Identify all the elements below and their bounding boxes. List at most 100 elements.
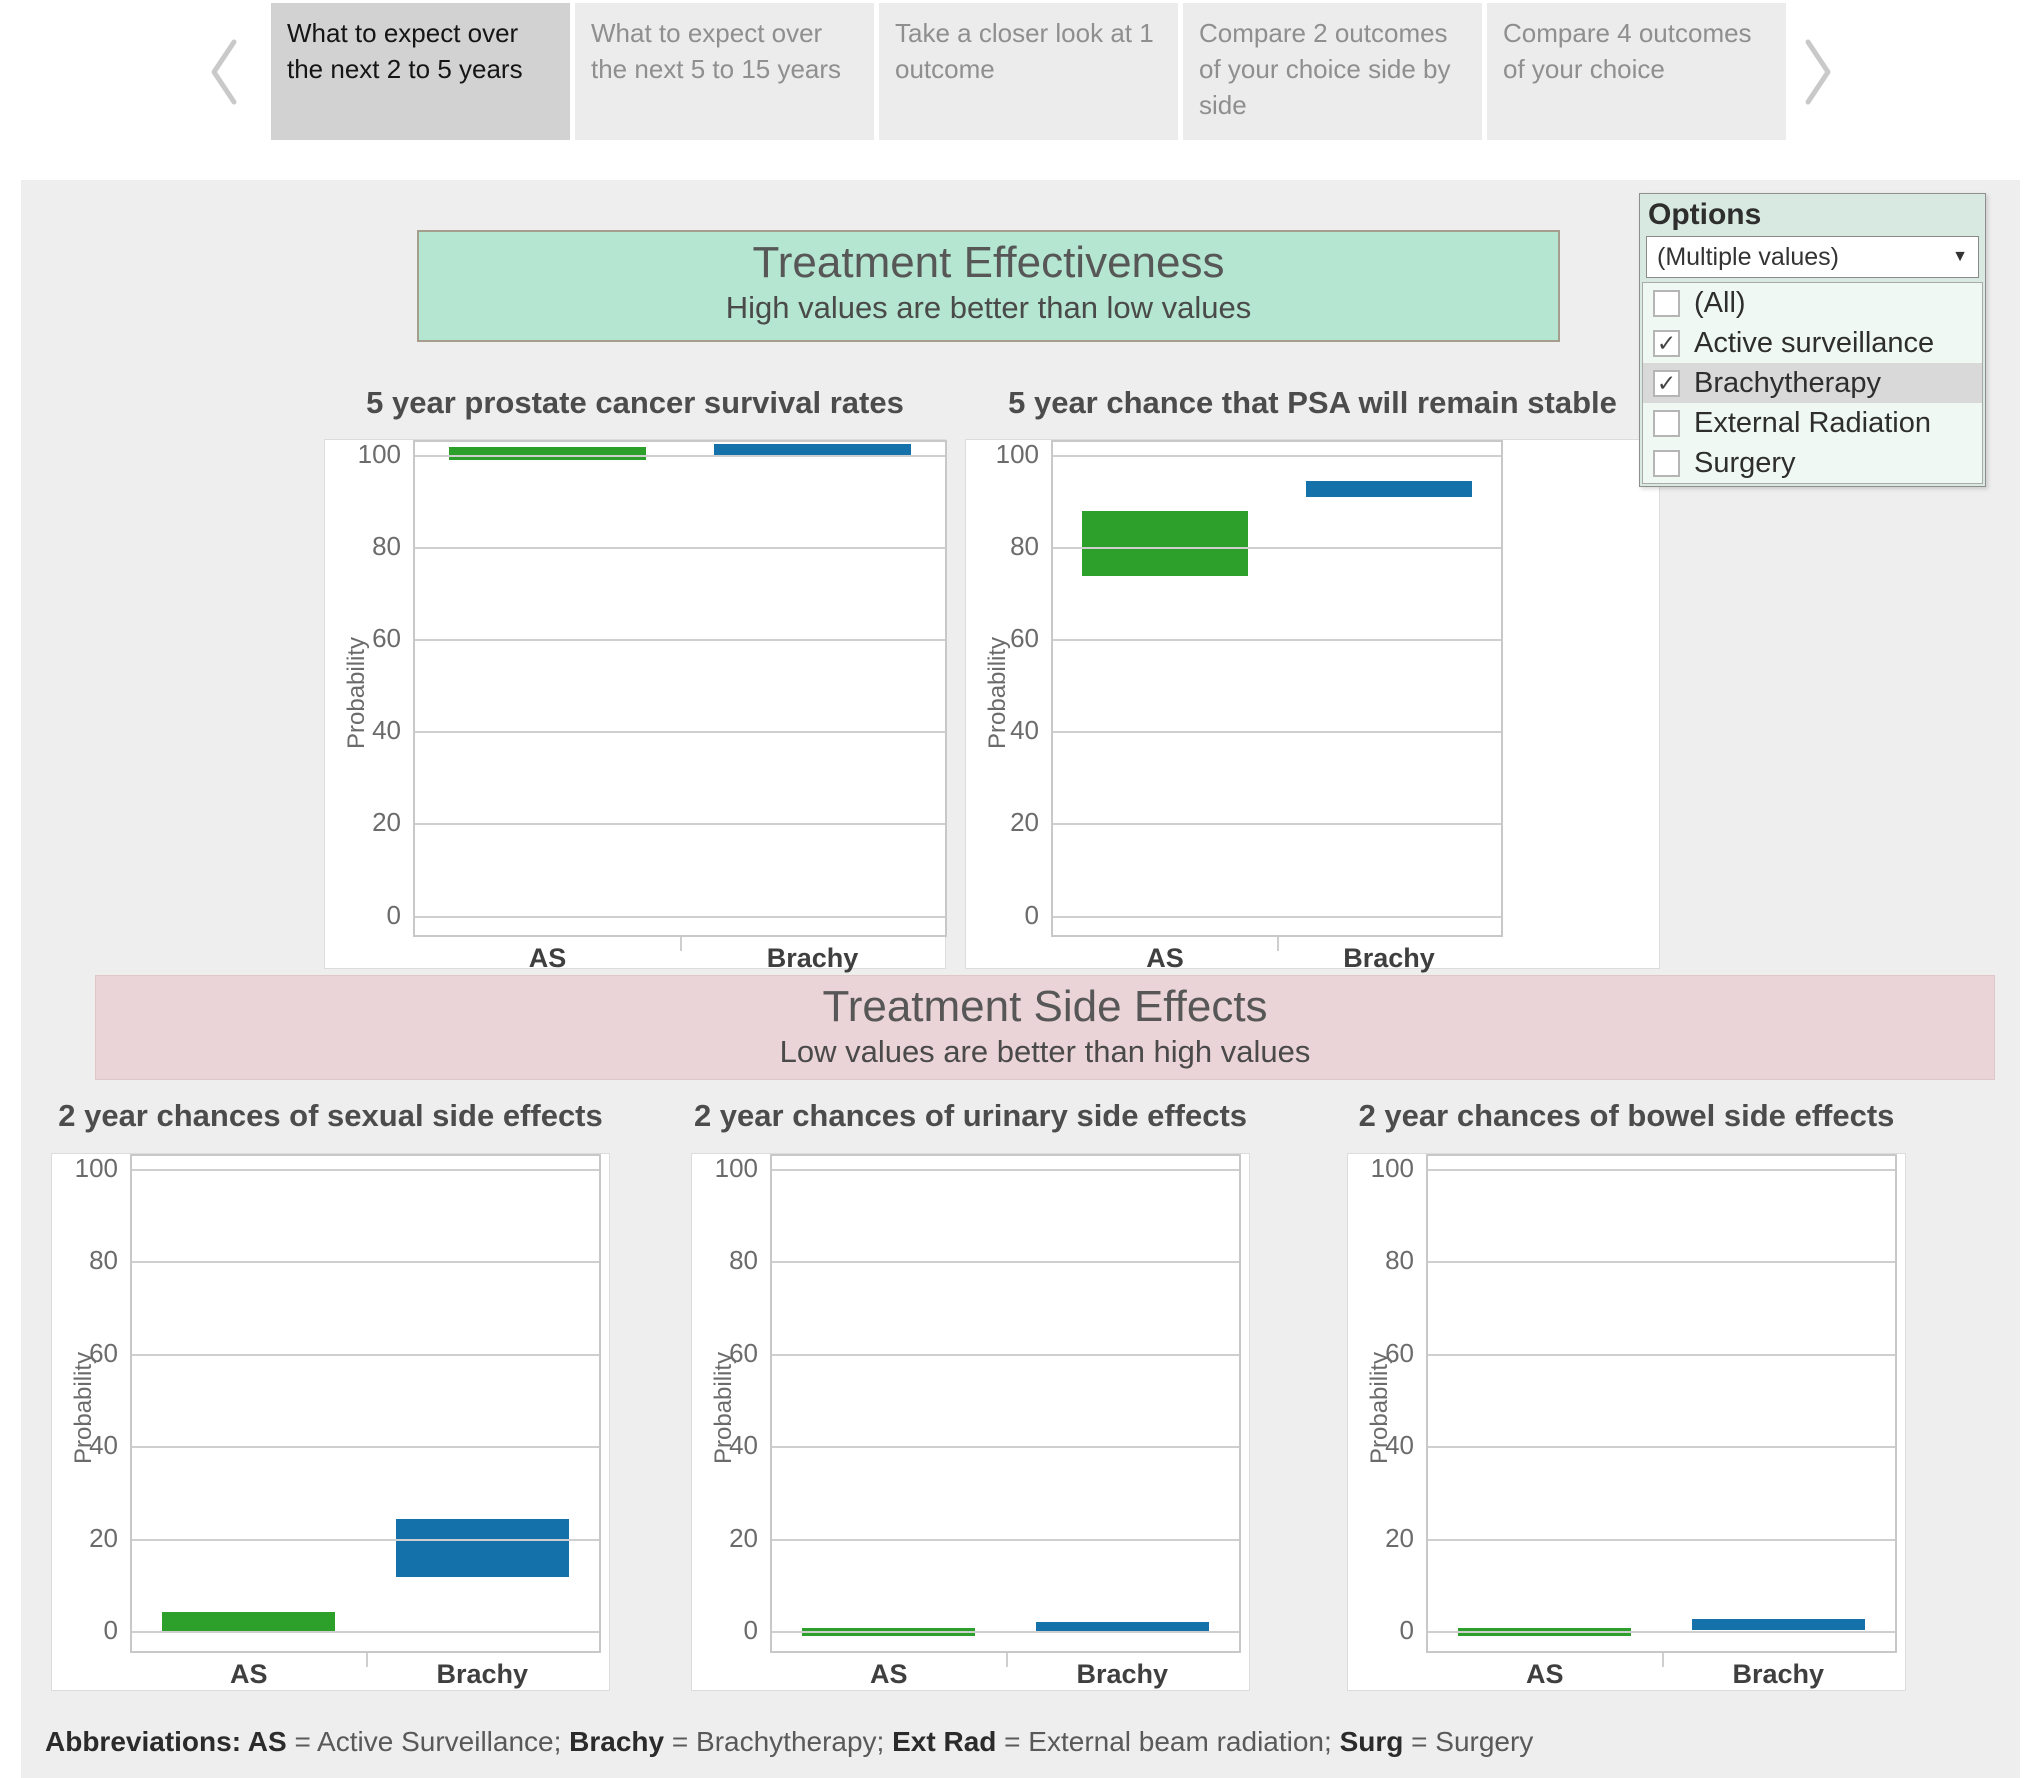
y-tick-60: 60 xyxy=(372,623,401,654)
gridline-0 xyxy=(132,1631,599,1634)
y-tick-80: 80 xyxy=(372,530,401,561)
range-bar-as[interactable] xyxy=(162,1611,336,1633)
checkbox-unchecked-icon[interactable] xyxy=(1653,409,1680,437)
chevron-left-icon xyxy=(211,39,237,105)
tab-5[interactable]: Compare 4 outcomes of your choice xyxy=(1487,3,1786,140)
abbreviations-line: Abbreviations: AS = Active Surveillance;… xyxy=(45,1726,1533,1758)
abbrev-term: Ext Rad xyxy=(892,1726,997,1757)
plot-area xyxy=(770,1154,1241,1653)
treatment-effectiveness-banner: Treatment Effectiveness High values are … xyxy=(417,230,1560,342)
effectiveness-title: Treatment Effectiveness xyxy=(752,238,1225,287)
treatment-side-effects-banner: Treatment Side Effects Low values are be… xyxy=(95,975,1995,1080)
gridline-20 xyxy=(1428,1538,1895,1541)
dropdown-caret-icon: ▼ xyxy=(1952,248,1968,265)
plot-area xyxy=(413,440,947,937)
tab-1[interactable]: What to expect over the next 2 to 5 year… xyxy=(271,3,570,140)
y-tick-0: 0 xyxy=(743,1615,758,1646)
tab-bar: What to expect over the next 2 to 5 year… xyxy=(271,3,1786,140)
gridline-0 xyxy=(415,915,945,918)
range-bar-brachy[interactable] xyxy=(1691,1618,1865,1631)
y-tick-20: 20 xyxy=(1010,807,1039,838)
checkbox-checked-icon[interactable]: ✓ xyxy=(1653,329,1680,357)
gridline-60 xyxy=(1428,1353,1895,1356)
options-title: Options xyxy=(1648,198,1762,231)
gridline-100 xyxy=(772,1168,1239,1171)
y-axis-ticks: 0 20 40 60 80 100 xyxy=(325,438,413,933)
filter-option-label: Brachytherapy xyxy=(1694,366,1881,399)
tab-4[interactable]: Compare 2 outcomes of your choice side b… xyxy=(1183,3,1482,140)
chart-sexual: Probability 0 20 40 60 80 100 AS Brachy xyxy=(51,1153,610,1691)
y-tick-0: 0 xyxy=(386,899,401,930)
category-separator-tick xyxy=(1277,937,1279,951)
chevron-right-icon xyxy=(1805,39,1831,105)
checkbox-checked-icon[interactable]: ✓ xyxy=(1653,369,1680,397)
x-category-label-as: AS xyxy=(528,943,567,973)
range-bar-brachy[interactable] xyxy=(1035,1622,1209,1633)
plot-area xyxy=(1426,1154,1897,1653)
x-category-label-brachy: Brachy xyxy=(436,1659,529,1689)
filter-option-1[interactable]: (All) xyxy=(1643,283,1982,323)
gridline-100 xyxy=(1053,454,1501,457)
gridline-60 xyxy=(1053,639,1501,642)
gridline-40 xyxy=(132,1446,599,1449)
range-bar-as[interactable] xyxy=(449,446,646,461)
gridline-0 xyxy=(772,1631,1239,1634)
effectiveness-subtitle: High values are better than low values xyxy=(725,290,1252,325)
abbrev-definition: = Active Surveillance; xyxy=(286,1726,570,1757)
gridline-20 xyxy=(772,1538,1239,1541)
y-tick-0: 0 xyxy=(1399,1615,1414,1646)
x-category-label-as: AS xyxy=(229,1659,268,1689)
dropdown-selected-value: (Multiple values) xyxy=(1657,242,1840,271)
plot-area xyxy=(1051,440,1503,937)
treatment-filter-list: (All) ✓ Active surveillance ✓ Brachytherapy E… xyxy=(1642,282,1983,484)
gridline-100 xyxy=(1428,1168,1895,1171)
y-tick-40: 40 xyxy=(1010,715,1039,746)
range-bar-brachy[interactable] xyxy=(1306,481,1472,498)
gridline-60 xyxy=(772,1353,1239,1356)
chart-bowel: Probability 0 20 40 60 80 100 AS Brachy xyxy=(1347,1153,1906,1691)
x-category-label-as: AS xyxy=(1146,943,1184,973)
y-tick-80: 80 xyxy=(1385,1245,1414,1276)
range-bar-brachy[interactable] xyxy=(395,1519,569,1577)
checkbox-unchecked-icon[interactable] xyxy=(1653,449,1680,477)
gridline-100 xyxy=(132,1168,599,1171)
side-effects-title: Treatment Side Effects xyxy=(822,982,1268,1031)
filter-option-label: Active surveillance xyxy=(1694,326,1935,359)
y-tick-40: 40 xyxy=(89,1430,118,1461)
gridline-80 xyxy=(772,1261,1239,1264)
y-tick-100: 100 xyxy=(357,438,401,469)
y-tick-20: 20 xyxy=(1385,1522,1414,1553)
y-tick-80: 80 xyxy=(1010,530,1039,561)
range-bar-brachy[interactable] xyxy=(714,444,911,456)
y-tick-100: 100 xyxy=(995,438,1039,469)
filter-option-3[interactable]: ✓ Brachytherapy xyxy=(1643,363,1982,403)
gridline-40 xyxy=(1428,1446,1895,1449)
y-tick-0: 0 xyxy=(103,1615,118,1646)
filter-option-5[interactable]: Surgery xyxy=(1643,443,1982,483)
tab-3[interactable]: Take a closer look at 1 outcome xyxy=(879,3,1178,140)
filter-option-label: Surgery xyxy=(1694,446,1796,479)
abbrev-definition: = Surgery xyxy=(1403,1726,1534,1757)
y-axis-ticks: 0 20 40 60 80 100 xyxy=(52,1152,130,1649)
gridline-60 xyxy=(132,1353,599,1356)
gridline-0 xyxy=(1053,915,1501,918)
chart-title-urinary: 2 year chances of urinary side effects xyxy=(693,1098,1248,1133)
gridline-80 xyxy=(1428,1261,1895,1264)
abbreviations-label: Abbreviations: xyxy=(45,1726,248,1757)
gridline-100 xyxy=(415,454,945,457)
tab-2[interactable]: What to expect over the next 5 to 15 yea… xyxy=(575,3,874,140)
treatment-filter-dropdown[interactable]: (Multiple values) ▼ xyxy=(1646,236,1979,278)
next-tabs-button[interactable] xyxy=(1802,36,1836,113)
gridline-40 xyxy=(1053,731,1501,734)
checkbox-unchecked-icon[interactable] xyxy=(1653,289,1680,317)
prev-tabs-button[interactable] xyxy=(206,36,240,113)
y-tick-60: 60 xyxy=(729,1337,758,1368)
plot-area xyxy=(130,1154,601,1653)
filter-option-4[interactable]: External Radiation xyxy=(1643,403,1982,443)
x-category-label-brachy: Brachy xyxy=(1732,1659,1825,1689)
y-tick-100: 100 xyxy=(74,1152,118,1183)
filter-option-2[interactable]: ✓ Active surveillance xyxy=(1643,323,1982,363)
abbrev-term: Brachy xyxy=(569,1726,665,1757)
y-tick-60: 60 xyxy=(1385,1337,1414,1368)
range-bar-as[interactable] xyxy=(1082,511,1248,576)
